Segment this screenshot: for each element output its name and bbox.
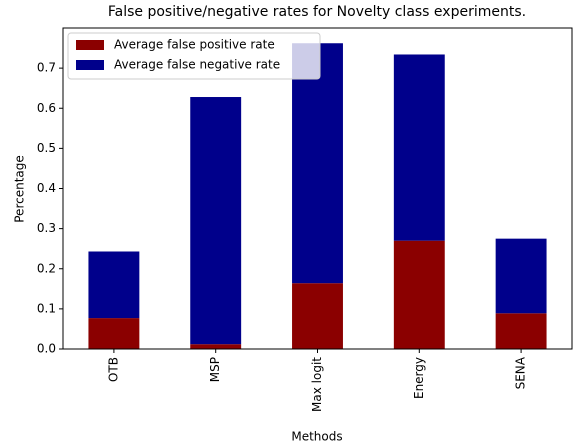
y-tick-label: 0.6 [37, 101, 56, 115]
bar-segment [292, 43, 343, 284]
bar-segment [292, 283, 343, 349]
x-tick-label: MSP [208, 357, 222, 382]
bar-segment [393, 54, 445, 241]
x-tick-label: SENA [514, 356, 528, 389]
bar-segment [495, 313, 547, 349]
x-tick-label: OTB [106, 357, 120, 382]
bar-segment [393, 240, 445, 349]
y-tick-label: 0.3 [37, 221, 56, 235]
legend-label: Average false positive rate [114, 38, 275, 52]
y-tick-label: 0.0 [37, 342, 56, 356]
legend-box [67, 32, 321, 80]
bar-segment [190, 344, 242, 349]
bar-segment [88, 318, 140, 349]
chart-title: False positive/negative rates for Novelt… [108, 4, 526, 20]
x-tick-label: Max logit [310, 357, 324, 412]
legend-swatch [76, 40, 104, 50]
y-tick-label: 0.7 [37, 61, 56, 75]
x-axis-label: Methods [291, 430, 342, 444]
bar-segment [495, 238, 547, 314]
y-axis-label: Percentage [13, 155, 27, 223]
x-tick-label: Energy [412, 357, 426, 399]
legend-label: Average false negative rate [114, 58, 280, 72]
bar-segment [190, 97, 242, 345]
y-tick-label: 0.5 [37, 141, 56, 155]
bar-segment [88, 251, 140, 319]
plot-frame [62, 27, 573, 350]
y-tick-label: 0.2 [37, 261, 56, 275]
legend-swatch [76, 60, 104, 70]
y-tick-label: 0.1 [37, 301, 56, 315]
y-tick-label: 0.4 [37, 181, 56, 195]
